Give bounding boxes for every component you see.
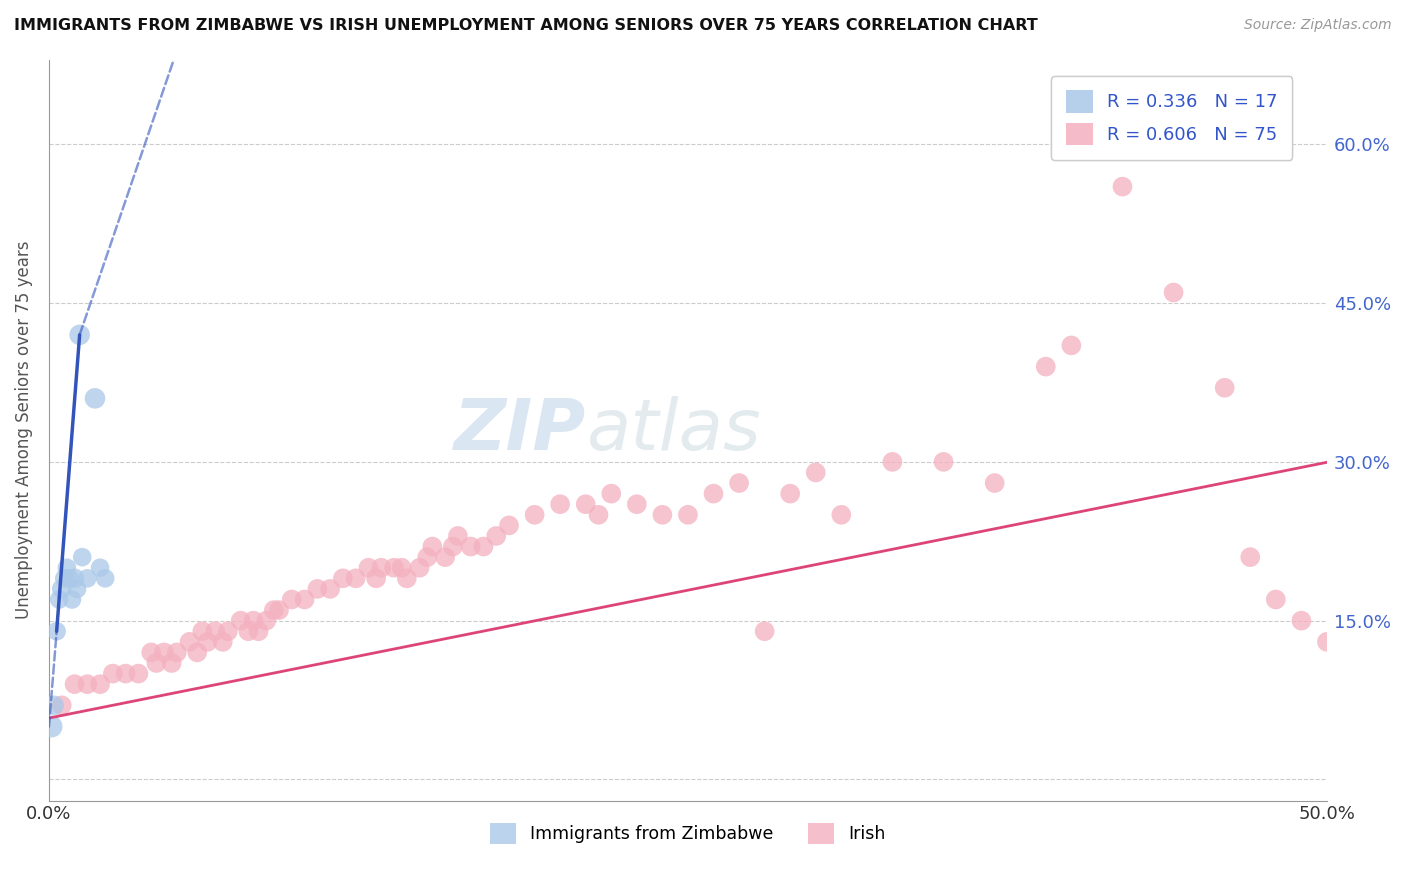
Point — [42, 698, 65, 713]
Point — [101, 666, 124, 681]
Point — [89, 560, 111, 574]
Point — [1163, 285, 1185, 300]
Point — [588, 508, 610, 522]
Point — [41, 719, 63, 733]
Point — [242, 614, 264, 628]
Point — [626, 497, 648, 511]
Point — [370, 560, 392, 574]
Point — [332, 571, 354, 585]
Point — [247, 624, 270, 639]
Point — [983, 476, 1005, 491]
Point — [94, 571, 117, 585]
Point — [498, 518, 520, 533]
Point — [1264, 592, 1286, 607]
Point — [1035, 359, 1057, 374]
Point — [434, 550, 457, 565]
Point — [197, 635, 219, 649]
Point — [114, 666, 136, 681]
Point — [63, 571, 86, 585]
Point — [63, 677, 86, 691]
Point — [238, 624, 260, 639]
Point — [179, 635, 201, 649]
Point — [263, 603, 285, 617]
Point — [69, 327, 91, 342]
Text: ZIP: ZIP — [454, 396, 586, 465]
Point — [932, 455, 955, 469]
Point — [1329, 645, 1351, 659]
Point — [84, 392, 107, 406]
Point — [600, 486, 623, 500]
Point — [830, 508, 852, 522]
Point — [153, 645, 176, 659]
Point — [186, 645, 208, 659]
Point — [66, 582, 89, 596]
Point — [408, 560, 430, 574]
Point — [127, 666, 149, 681]
Point — [1239, 550, 1261, 565]
Point — [416, 550, 439, 565]
Point — [160, 656, 183, 670]
Point — [382, 560, 405, 574]
Y-axis label: Unemployment Among Seniors over 75 years: Unemployment Among Seniors over 75 years — [15, 241, 32, 619]
Point — [702, 486, 724, 500]
Point — [676, 508, 699, 522]
Point — [307, 582, 329, 596]
Point — [45, 624, 67, 639]
Point — [472, 540, 495, 554]
Point — [254, 614, 277, 628]
Text: Source: ZipAtlas.com: Source: ZipAtlas.com — [1244, 18, 1392, 32]
Point — [166, 645, 188, 659]
Point — [548, 497, 571, 511]
Point — [58, 571, 80, 585]
Point — [229, 614, 252, 628]
Point — [70, 550, 93, 565]
Point — [575, 497, 598, 511]
Point — [217, 624, 239, 639]
Point — [1291, 614, 1313, 628]
Point — [145, 656, 167, 670]
Point — [447, 529, 470, 543]
Text: atlas: atlas — [586, 396, 761, 465]
Point — [89, 677, 111, 691]
Point — [523, 508, 546, 522]
Point — [281, 592, 304, 607]
Point — [319, 582, 342, 596]
Point — [267, 603, 290, 617]
Point — [211, 635, 233, 649]
Legend: R = 0.336   N = 17, R = 0.606   N = 75: R = 0.336 N = 17, R = 0.606 N = 75 — [1052, 76, 1292, 160]
Point — [141, 645, 163, 659]
Point — [651, 508, 673, 522]
Point — [53, 571, 76, 585]
Point — [779, 486, 801, 500]
Point — [1111, 179, 1133, 194]
Point — [56, 560, 79, 574]
Point — [422, 540, 444, 554]
Point — [357, 560, 380, 574]
Point — [754, 624, 776, 639]
Point — [1316, 635, 1339, 649]
Point — [366, 571, 388, 585]
Point — [882, 455, 904, 469]
Point — [48, 592, 70, 607]
Point — [1060, 338, 1083, 352]
Point — [76, 677, 98, 691]
Point — [76, 571, 98, 585]
Point — [395, 571, 418, 585]
Point — [460, 540, 482, 554]
Point — [51, 582, 73, 596]
Point — [804, 466, 827, 480]
Point — [1213, 381, 1236, 395]
Point — [441, 540, 464, 554]
Point — [60, 592, 83, 607]
Point — [191, 624, 214, 639]
Text: IMMIGRANTS FROM ZIMBABWE VS IRISH UNEMPLOYMENT AMONG SENIORS OVER 75 YEARS CORRE: IMMIGRANTS FROM ZIMBABWE VS IRISH UNEMPL… — [14, 18, 1038, 33]
Point — [294, 592, 316, 607]
Point — [391, 560, 413, 574]
Point — [728, 476, 751, 491]
Point — [51, 698, 73, 713]
Point — [485, 529, 508, 543]
Point — [204, 624, 226, 639]
Point — [344, 571, 367, 585]
